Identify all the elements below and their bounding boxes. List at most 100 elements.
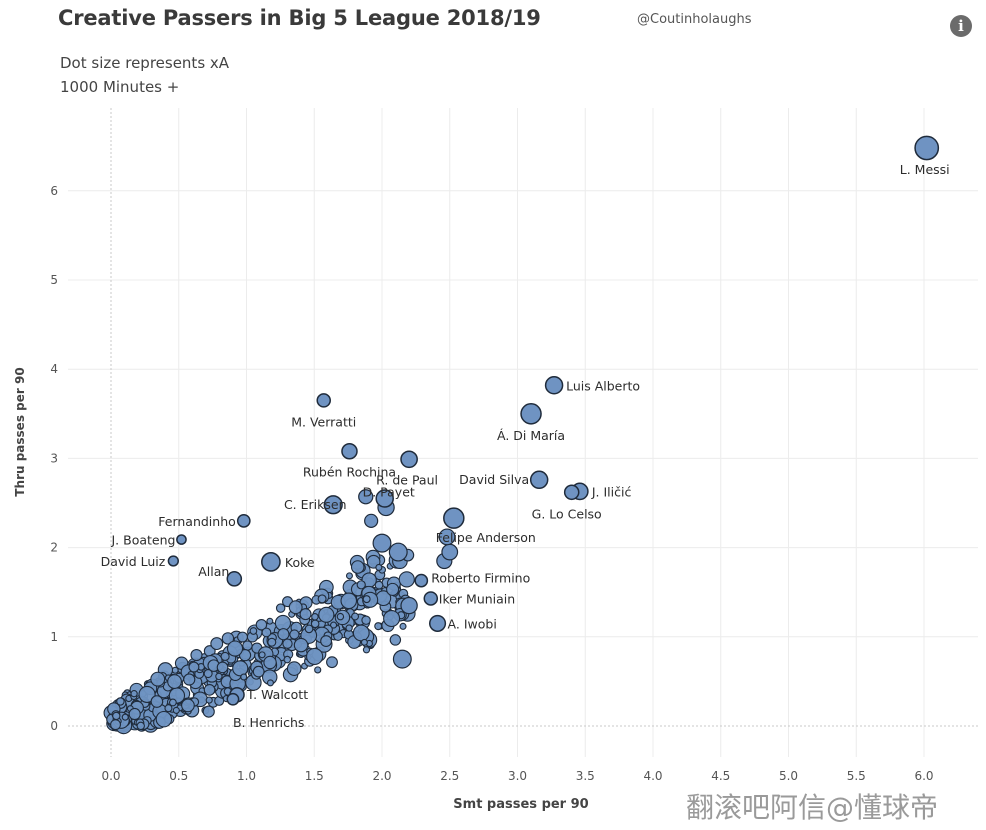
scatter-point bbox=[164, 704, 173, 713]
scatter-point bbox=[372, 533, 392, 553]
scatter-point bbox=[155, 710, 173, 728]
point-label: Á. Di María bbox=[497, 428, 565, 443]
scatter-point bbox=[221, 632, 235, 645]
axes: 0.0 0.5 1.0 1.5 2.0 2.5 3.0 3.5 4.0 4.5 5.0 5.5 6.0 0… bbox=[13, 184, 934, 812]
labeled-point bbox=[316, 393, 331, 408]
scatter-point bbox=[351, 612, 360, 621]
scatter-point bbox=[283, 655, 292, 664]
x-tick-label: 6.0 bbox=[914, 769, 933, 783]
scatter-point bbox=[374, 622, 383, 631]
scatter-point bbox=[136, 721, 145, 731]
point-label: R. de Paul bbox=[376, 472, 438, 487]
scatter-point bbox=[216, 661, 229, 674]
scatter-point bbox=[266, 679, 274, 687]
labeled-point bbox=[323, 495, 343, 515]
scatter-point bbox=[205, 696, 213, 704]
point-label: G. Lo Celso bbox=[532, 506, 602, 521]
labeled-point bbox=[375, 489, 394, 508]
labeled-point bbox=[226, 571, 243, 587]
scatter-point bbox=[190, 648, 203, 662]
scatter-point bbox=[350, 560, 365, 574]
x-tick-label: 5.0 bbox=[779, 769, 798, 783]
info-icon[interactable]: i bbox=[950, 15, 972, 37]
labeled-point bbox=[529, 470, 549, 490]
scatter-point bbox=[374, 580, 384, 590]
scatter-point bbox=[128, 707, 141, 721]
scatter-point bbox=[266, 617, 274, 625]
point-label: T. Walcott bbox=[246, 687, 308, 702]
scatter-point bbox=[360, 638, 368, 646]
labeled-point bbox=[236, 513, 251, 528]
subtitle-minutes: 1000 Minutes + bbox=[60, 78, 180, 96]
author-handle: @Coutinholaughs bbox=[637, 12, 752, 27]
y-tick-label: 5 bbox=[50, 273, 58, 287]
scatter-point bbox=[336, 612, 345, 621]
scatter-point bbox=[388, 542, 408, 562]
scatter-point bbox=[345, 572, 353, 580]
point-label: Allan bbox=[198, 564, 229, 579]
point-label: A. Iwobi bbox=[448, 616, 497, 631]
scatter-point bbox=[317, 594, 327, 604]
point-label: David Silva bbox=[459, 472, 529, 487]
scatter-point bbox=[181, 698, 195, 713]
y-tick-label: 4 bbox=[50, 362, 58, 376]
point-label: J. Boateng bbox=[110, 533, 175, 548]
scatter-point bbox=[237, 631, 248, 643]
scatter-point bbox=[258, 651, 266, 659]
y-tick-label: 0 bbox=[50, 719, 58, 733]
scatter-point bbox=[318, 606, 335, 623]
x-tick-label: 3.0 bbox=[508, 769, 527, 783]
y-axis-title: Thru passes per 90 bbox=[13, 367, 27, 496]
point-label: C. Eriksen bbox=[284, 497, 347, 512]
scatter-point bbox=[345, 624, 353, 632]
labeled-point bbox=[176, 534, 187, 545]
point-label: L. Messi bbox=[900, 162, 950, 177]
scatter-point bbox=[288, 600, 303, 615]
point-label: Koke bbox=[285, 555, 315, 570]
scatter-point bbox=[116, 697, 125, 706]
scatter-point bbox=[172, 706, 180, 714]
scatter-point bbox=[311, 612, 319, 621]
scatter-point bbox=[399, 622, 407, 630]
scatter-point bbox=[240, 673, 248, 681]
scatter-point bbox=[277, 628, 290, 641]
points bbox=[103, 135, 940, 735]
watermark: 翻滚吧阿信@懂球帝 bbox=[686, 791, 939, 824]
labeled-point bbox=[443, 507, 465, 529]
y-tick-label: 3 bbox=[50, 451, 58, 465]
point-labels: L. Messi Luis Alberto Á. Di María M. Verrat… bbox=[101, 162, 950, 730]
point-label: Rubén Rochina bbox=[303, 464, 396, 479]
scatter-point bbox=[386, 582, 400, 596]
point-label: D. Payet bbox=[363, 485, 415, 500]
scatter-point bbox=[306, 647, 324, 666]
scatter-point bbox=[362, 595, 371, 604]
scatter-point bbox=[364, 513, 379, 528]
scatter-point bbox=[352, 624, 370, 642]
scatter-point bbox=[392, 649, 412, 669]
scatter-point bbox=[358, 489, 374, 505]
scatter-point bbox=[320, 635, 333, 648]
scatter-point bbox=[289, 629, 300, 640]
scatter-point bbox=[314, 666, 322, 674]
scatter-point bbox=[150, 671, 166, 687]
subtitle-dot-size: Dot size represents xA bbox=[60, 54, 230, 72]
scatter-point bbox=[400, 596, 418, 615]
labeled-point bbox=[261, 552, 281, 572]
scatter-point bbox=[261, 627, 272, 638]
scatter-point bbox=[168, 698, 177, 707]
x-tick-label: 0.5 bbox=[169, 769, 188, 783]
point-label: Fernandinho bbox=[158, 514, 236, 529]
scatter-point bbox=[263, 655, 277, 670]
labeled-point bbox=[428, 614, 447, 632]
labeled-point bbox=[341, 442, 358, 460]
labeled-point bbox=[423, 591, 439, 606]
scatter-point bbox=[171, 666, 179, 674]
scatter-point bbox=[441, 543, 459, 561]
point-label: David Luiz bbox=[101, 554, 166, 569]
scatter-point bbox=[326, 656, 338, 669]
scatter-point bbox=[188, 661, 200, 673]
scatter-point bbox=[130, 690, 138, 698]
scatter-point bbox=[389, 634, 402, 646]
scatter-point bbox=[255, 618, 268, 631]
